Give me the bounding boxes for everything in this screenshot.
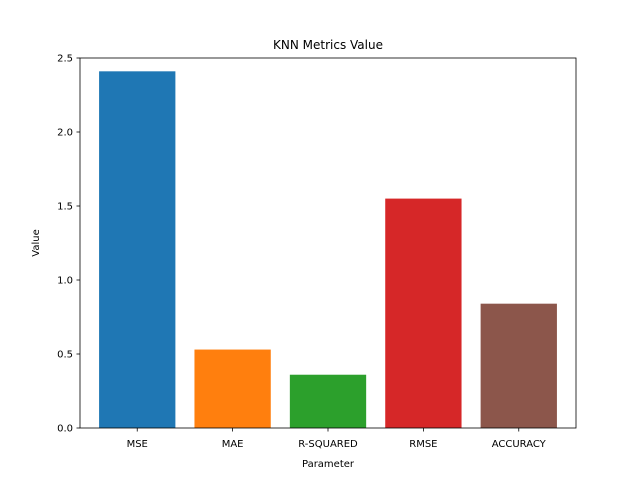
x-tick-label: R-SQUARED bbox=[298, 439, 358, 450]
y-tick-label: 1.5 bbox=[57, 202, 73, 213]
chart-title: KNN Metrics Value bbox=[273, 38, 383, 52]
bar-mae bbox=[194, 349, 271, 428]
bar-r-squared bbox=[289, 374, 367, 428]
x-tick-label: MAE bbox=[222, 439, 244, 450]
x-tick-label: ACCURACY bbox=[492, 439, 547, 450]
y-tick-label: 0.5 bbox=[57, 350, 73, 361]
bar-mse bbox=[99, 71, 176, 428]
x-axis-ticks: MSE MAE R-SQUARED RMSE ACCURACY bbox=[127, 428, 547, 450]
y-axis-ticks: 0.0 0.5 1.0 1.5 2.0 2.5 bbox=[57, 54, 80, 435]
y-axis-label: Value bbox=[31, 229, 42, 256]
plot-frame bbox=[79, 57, 577, 429]
y-tick-label: 0.0 bbox=[57, 424, 73, 435]
bar-accuracy bbox=[480, 303, 557, 428]
bars-group bbox=[99, 71, 557, 428]
x-tick-label: MSE bbox=[127, 439, 148, 450]
bar-rmse bbox=[385, 198, 462, 428]
y-tick-label: 1.0 bbox=[57, 276, 73, 287]
x-tick-label: RMSE bbox=[409, 439, 437, 450]
x-axis-label: Parameter bbox=[302, 459, 355, 470]
y-tick-label: 2.0 bbox=[57, 128, 73, 139]
y-tick-label: 2.5 bbox=[57, 54, 73, 65]
